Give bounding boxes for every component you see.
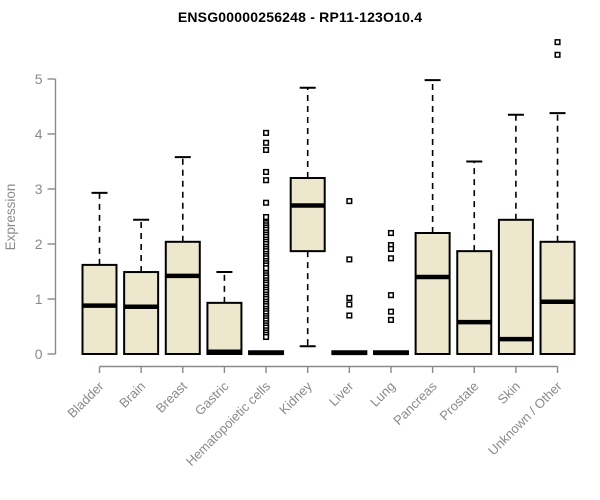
- outlier-point: [387, 308, 395, 315]
- box-kidney: [289, 86, 326, 348]
- iqr-box: [123, 271, 160, 355]
- outlier-point: [346, 301, 353, 308]
- x-tick-label-prostate: Prostate: [437, 379, 482, 424]
- outlier-point: [263, 333, 270, 340]
- outlier-point: [263, 168, 270, 175]
- iqr-box: [456, 250, 493, 355]
- iqr-box: [206, 301, 243, 356]
- outlier-point: [387, 292, 395, 299]
- x-tick-label-kidney: Kidney: [276, 378, 315, 417]
- outlier-point: [263, 199, 270, 206]
- outlier-point: [263, 139, 270, 146]
- iqr-box: [289, 177, 326, 253]
- outlier-point: [346, 294, 353, 301]
- x-tick-label-skin: Skin: [495, 379, 523, 407]
- x-tick-label-liver: Liver: [326, 378, 357, 409]
- box-hematopoietic-cells: [248, 129, 285, 356]
- iqr-box: [164, 240, 201, 355]
- x-tick-label-pancreas: Pancreas: [390, 378, 440, 428]
- outlier-point: [387, 255, 395, 262]
- y-tick-label: 3: [35, 181, 43, 197]
- outlier-point: [346, 312, 353, 319]
- outlier-point: [346, 198, 353, 205]
- iqr-box: [81, 263, 118, 355]
- y-tick-label: 4: [35, 126, 43, 142]
- outlier-point: [263, 129, 270, 136]
- box-prostate: [456, 160, 493, 355]
- iqr-box: [414, 232, 451, 355]
- box-lung: [372, 229, 409, 356]
- box-brain: [123, 218, 160, 355]
- x-tick-label-gastric: Gastric: [192, 378, 232, 418]
- x-tick-label-breast: Breast: [153, 378, 190, 415]
- box-pancreas: [414, 79, 451, 355]
- outlier-point: [387, 245, 395, 252]
- outlier-point: [346, 256, 353, 263]
- y-axis-title: Expression: [3, 184, 18, 251]
- box-unknown-other: [539, 39, 576, 355]
- outlier-point: [554, 39, 561, 46]
- outlier-point: [263, 177, 270, 184]
- chart-title: ENSG00000256248 - RP11-123O10.4: [177, 9, 423, 25]
- y-tick-label: 1: [35, 291, 43, 307]
- x-tick-label-bladder: Bladder: [64, 378, 107, 421]
- outlier-point: [554, 51, 561, 58]
- box-liver: [331, 198, 368, 356]
- box-gastric: [206, 271, 243, 356]
- x-tick-label-unknown-other: Unknown / Other: [485, 378, 565, 458]
- x-tick-label-brain: Brain: [116, 379, 148, 411]
- y-tick-label: 2: [35, 236, 43, 252]
- outlier-point: [263, 146, 270, 153]
- outlier-point: [387, 229, 395, 237]
- outlier-point: [263, 214, 270, 221]
- y-axis: 0 1 2 3 4 5 Expression: [3, 71, 57, 362]
- box-bladder: [81, 191, 118, 355]
- iqr-box: [539, 240, 576, 355]
- y-tick-label: 0: [35, 346, 43, 362]
- box-breast: [164, 156, 201, 355]
- outlier-point: [263, 265, 270, 272]
- box-skin: [497, 113, 534, 355]
- iqr-box: [497, 218, 534, 355]
- outlier-point: [387, 316, 395, 323]
- x-tick-label-lung: Lung: [367, 379, 398, 410]
- y-tick-label: 5: [35, 71, 43, 87]
